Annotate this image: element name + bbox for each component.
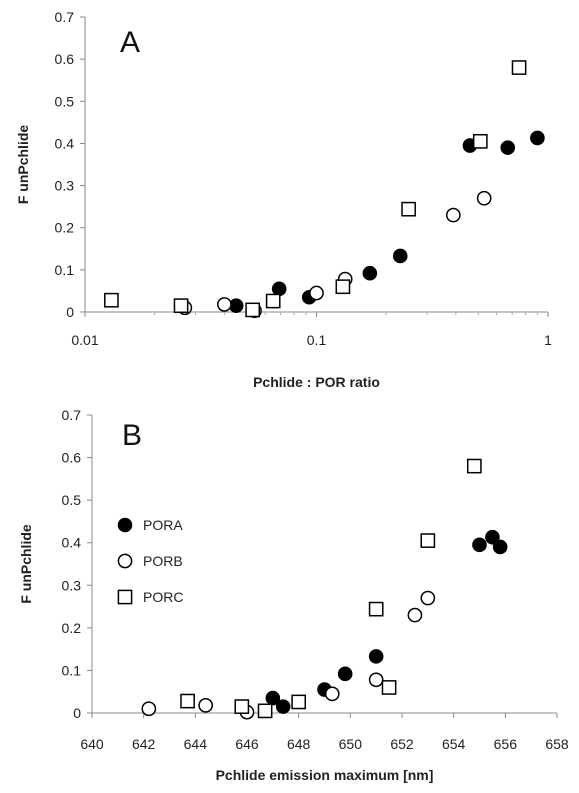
panel-label: B <box>122 419 142 452</box>
chart-panel-b: 0 0.1 0.2 0.3 0.4 0.5 0.6 0.7 640 642 644 646 648 650… <box>18 407 569 783</box>
series-porb <box>177 190 492 319</box>
data-point-pora <box>485 529 500 545</box>
x-tick-label: 658 <box>545 736 569 752</box>
data-point-porc <box>234 699 250 714</box>
y-tick-label: 0.4 <box>55 135 75 151</box>
data-point-porb <box>309 285 324 301</box>
chart-panel-a: 0 0.1 0.2 0.3 0.4 0.5 0.6 0.7 0.01 0.1 1 Pchlide : … <box>15 9 552 390</box>
y-tick-label: 0.5 <box>62 492 82 508</box>
x-tick-label: 648 <box>287 736 311 752</box>
x-tick-label: 1 <box>544 332 552 348</box>
data-point-porb <box>141 701 157 717</box>
x-tick-label: 654 <box>442 736 466 752</box>
data-point-porc <box>368 601 384 617</box>
legend-marker-pora <box>117 517 133 533</box>
series-porc <box>104 60 527 318</box>
data-point-porb <box>217 297 232 312</box>
data-point-porc <box>173 298 189 314</box>
legend: PORA PORB PORC <box>117 517 183 605</box>
legend-label-porb: PORB <box>143 553 183 569</box>
x-tick-label: 656 <box>494 736 518 752</box>
data-point-pora <box>392 248 408 264</box>
y-tick-label: 0.6 <box>55 51 75 67</box>
y-tick-label: 0.7 <box>62 407 82 423</box>
y-tick-label: 0.3 <box>55 178 75 194</box>
x-tick-label: 646 <box>235 736 259 752</box>
data-point-pora <box>530 130 545 146</box>
x-tick-label: 642 <box>132 736 156 752</box>
y-tick-label: 0.5 <box>55 93 75 109</box>
y-tick-label: 0.2 <box>55 220 75 236</box>
y-tick-label: 0.7 <box>55 9 75 25</box>
y-tick-label: 0.2 <box>62 620 82 636</box>
data-point-porc <box>257 703 273 719</box>
data-point-porc <box>180 693 195 709</box>
data-point-porb <box>445 207 461 223</box>
legend-marker-porb <box>117 553 133 569</box>
data-point-porb <box>324 686 340 702</box>
y-tick-label: 0.1 <box>55 262 75 278</box>
panel-label: A <box>120 26 140 59</box>
data-point-porc <box>381 680 397 695</box>
data-point-porc <box>466 458 482 474</box>
y-axis-title: F unPchlide <box>18 524 34 604</box>
y-axis-title: F unPchlide <box>15 125 31 205</box>
y-tick-label: 0 <box>66 304 74 320</box>
y-tick-label: 0 <box>73 705 81 721</box>
x-tick-label: 640 <box>80 736 104 752</box>
legend-marker-porc <box>117 589 133 605</box>
y-tick-label: 0.6 <box>62 450 82 466</box>
x-tick-label: 652 <box>390 736 414 752</box>
x-tick-label: 650 <box>339 736 363 752</box>
data-point-porc <box>511 60 527 75</box>
data-point-porb <box>420 590 436 606</box>
data-point-pora <box>337 666 353 682</box>
data-point-porc <box>335 279 351 295</box>
x-tick-label: 644 <box>184 736 208 752</box>
data-point-pora <box>362 265 378 281</box>
data-point-pora <box>472 537 487 553</box>
data-point-pora <box>275 699 291 714</box>
data-point-porb <box>368 672 384 688</box>
legend-label-porc: PORC <box>143 589 183 605</box>
data-point-porc <box>104 292 119 308</box>
data-point-porc <box>420 533 436 548</box>
data-point-pora <box>500 140 516 155</box>
y-tick-label: 0.1 <box>62 662 82 678</box>
data-point-porb <box>198 697 214 713</box>
data-point-porc <box>472 133 488 149</box>
data-point-pora <box>265 690 281 706</box>
series-porb <box>141 590 436 720</box>
series-pora <box>228 130 545 313</box>
data-point-porb <box>407 607 423 623</box>
x-tick-label: 0.01 <box>71 332 98 348</box>
y-tick-label: 0.3 <box>62 577 82 593</box>
x-axis-title: Pchlide emission maximum [nm] <box>216 767 434 783</box>
data-point-porc <box>245 302 261 318</box>
data-point-pora <box>492 539 508 555</box>
series-porc <box>180 458 482 719</box>
y-tick-label: 0.4 <box>62 535 82 551</box>
data-point-porc <box>291 694 307 710</box>
data-point-porb <box>476 190 492 206</box>
data-point-porc <box>401 201 416 217</box>
legend-label-pora: PORA <box>143 517 183 533</box>
data-point-pora <box>271 281 287 297</box>
data-point-porc <box>265 293 281 309</box>
data-point-pora <box>368 649 384 664</box>
x-axis-title: Pchlide : POR ratio <box>253 374 380 390</box>
x-tick-label: 0.1 <box>307 332 327 348</box>
